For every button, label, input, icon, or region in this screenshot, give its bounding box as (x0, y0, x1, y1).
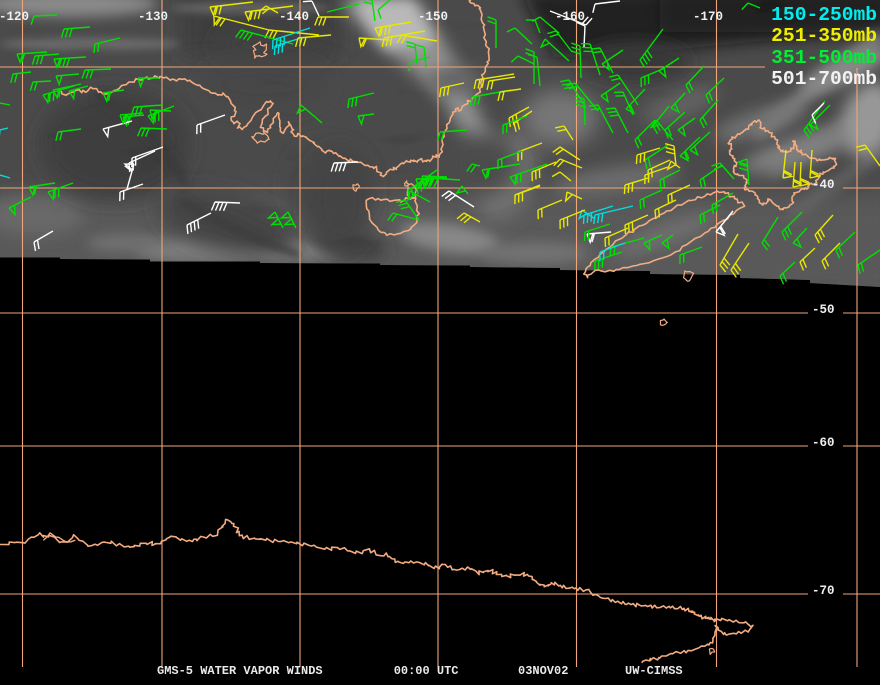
svg-text:-70: -70 (812, 584, 835, 598)
svg-text:-60: -60 (812, 436, 835, 450)
svg-text:-140: -140 (279, 10, 309, 24)
svg-text:GMS-5 WATER VAPOR WINDS: GMS-5 WATER VAPOR WINDS (157, 664, 323, 678)
svg-text:251-350mb: 251-350mb (771, 25, 877, 47)
svg-text:-40: -40 (812, 178, 835, 192)
svg-text:-120: -120 (0, 10, 29, 24)
svg-text:-170: -170 (693, 10, 723, 24)
svg-text:150-250mb: 150-250mb (771, 4, 877, 26)
svg-text:00:00 UTC: 00:00 UTC (394, 664, 459, 678)
svg-text:-50: -50 (812, 303, 835, 317)
svg-text:501-700mb: 501-700mb (771, 68, 877, 90)
svg-text:03NOV02: 03NOV02 (518, 664, 568, 678)
svg-text:351-500mb: 351-500mb (771, 47, 877, 69)
svg-text:-150: -150 (418, 10, 448, 24)
svg-text:-130: -130 (138, 10, 168, 24)
svg-text:-160: -160 (555, 10, 585, 24)
svg-text:UW-CIMSS: UW-CIMSS (625, 664, 683, 678)
